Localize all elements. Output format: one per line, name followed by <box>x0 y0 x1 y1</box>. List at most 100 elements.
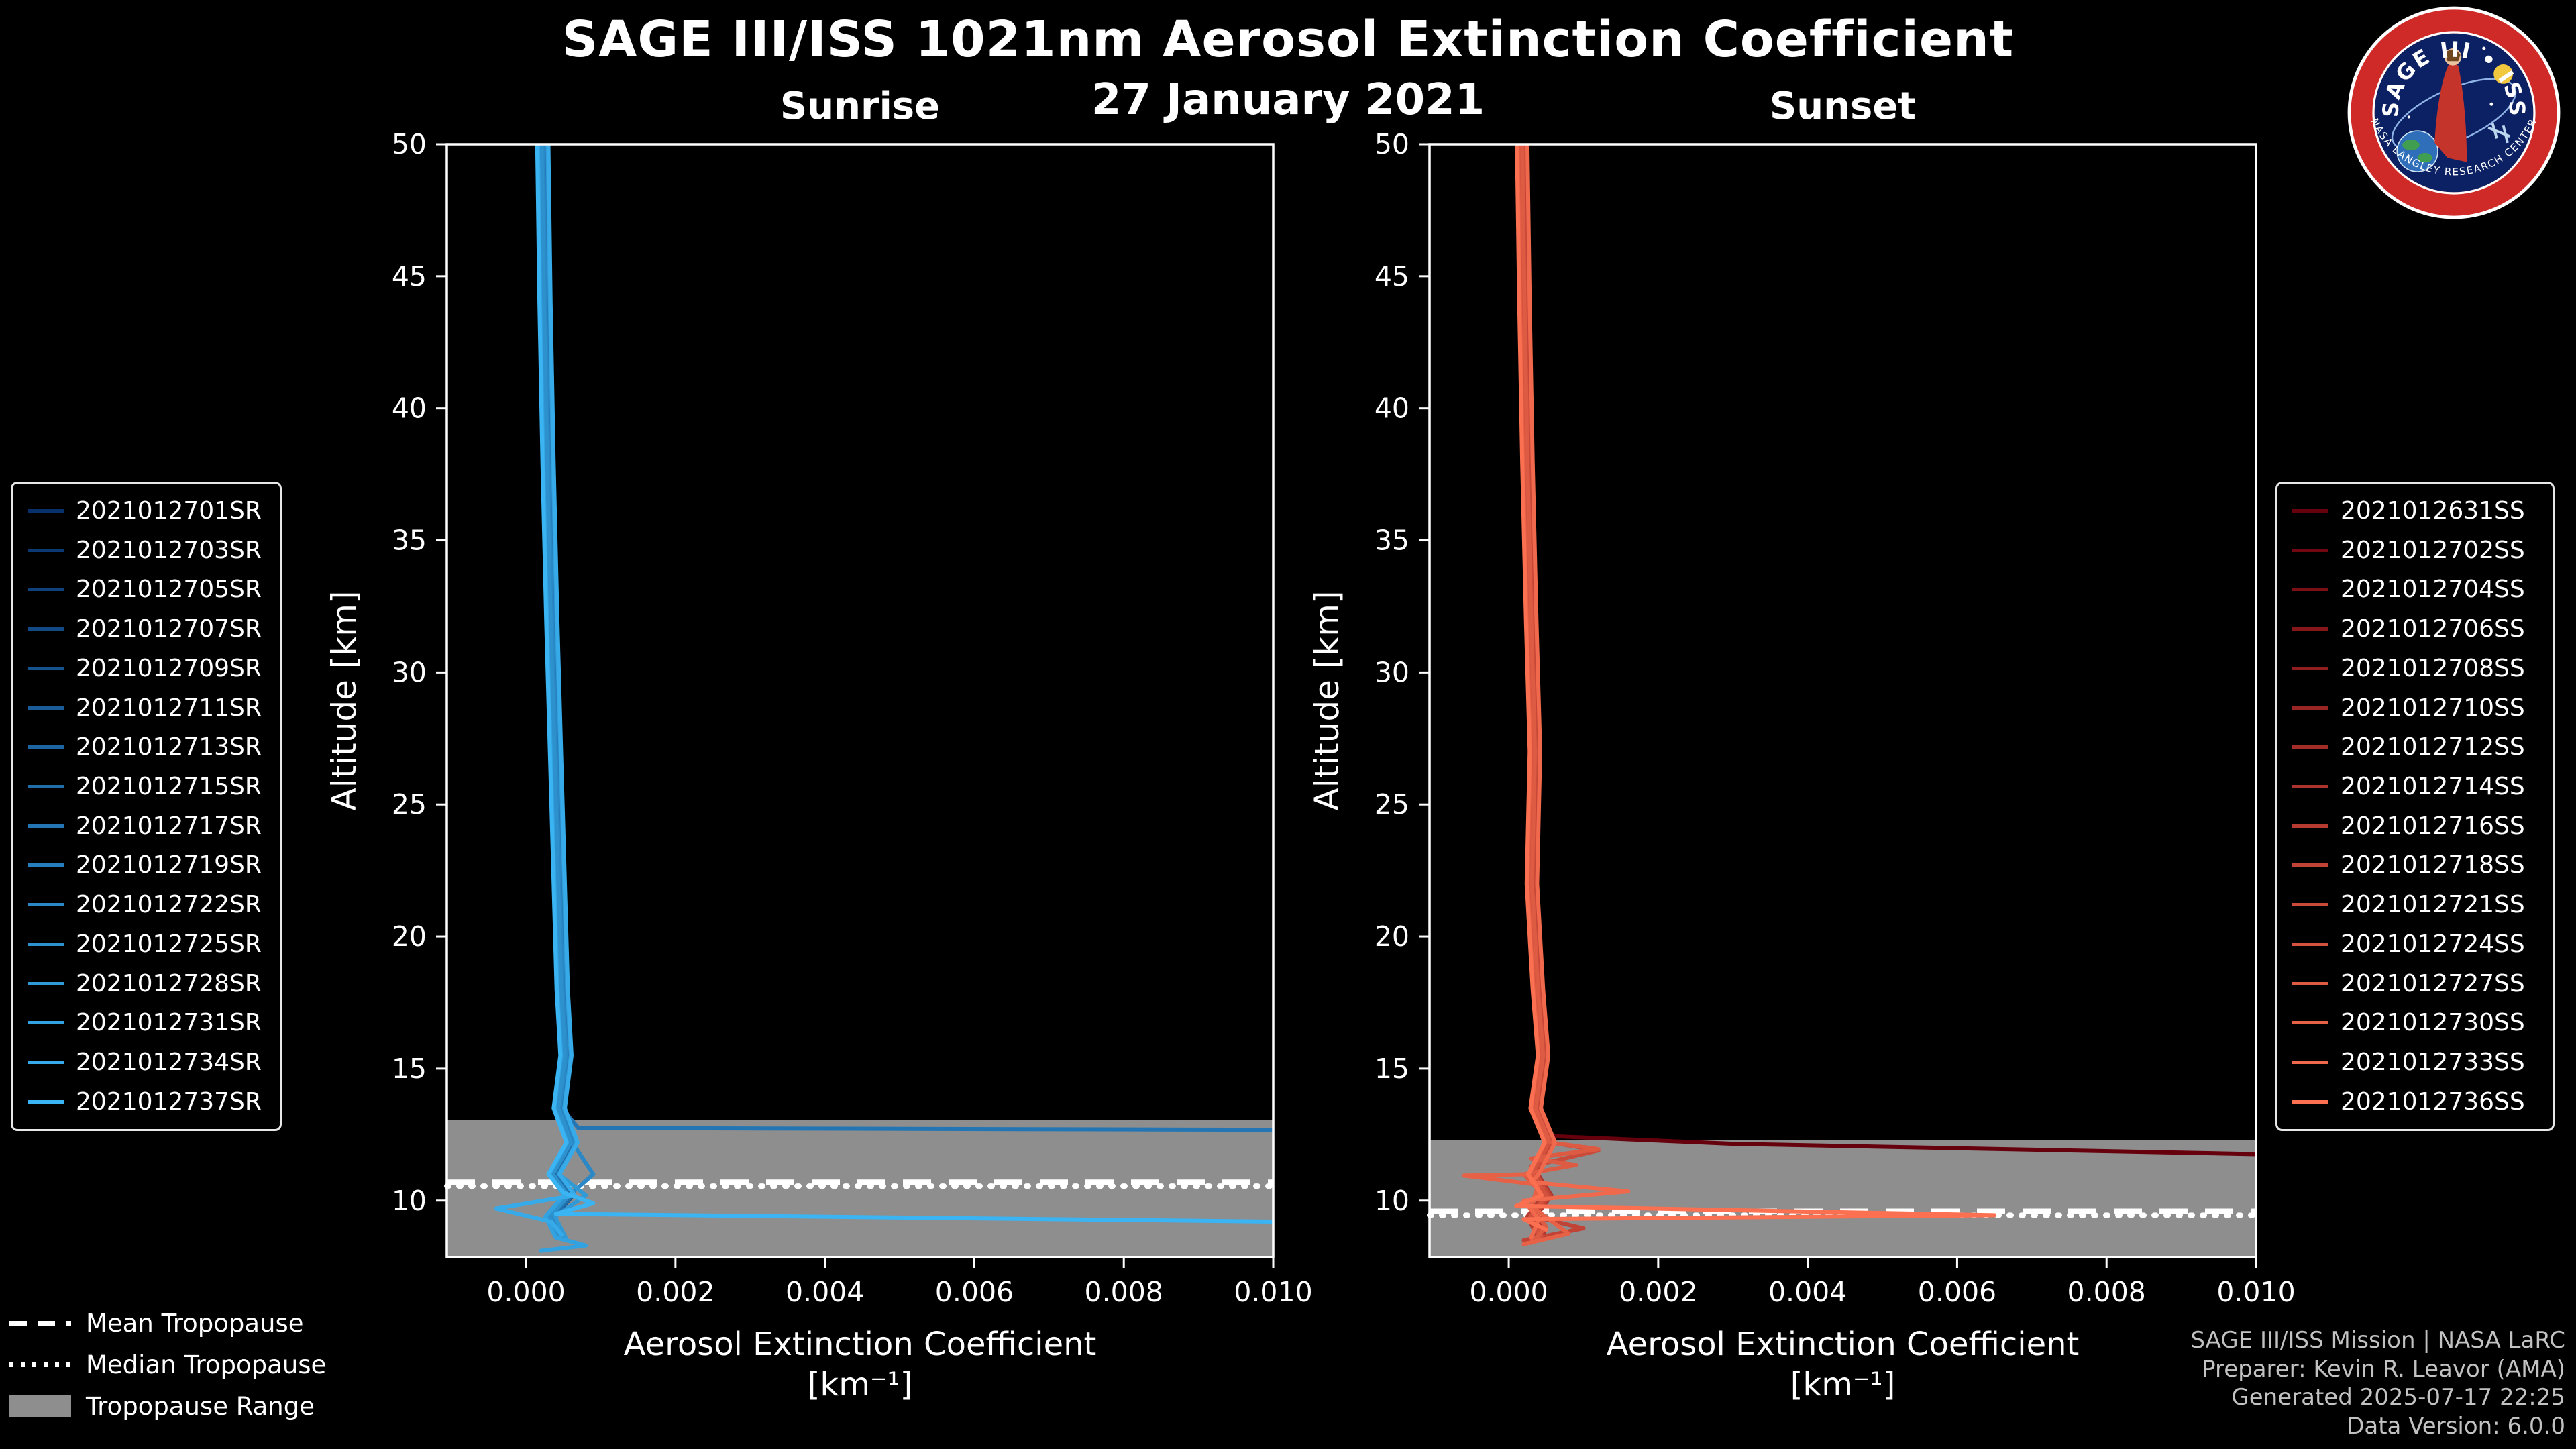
legend-item-label: 2021012709SR <box>76 654 262 682</box>
svg-text:0.004: 0.004 <box>786 1276 864 1308</box>
legend-item-label: 2021012704SS <box>2341 576 2525 604</box>
generated-timestamp: Generated 2025-07-17 22:25 <box>2231 1384 2565 1411</box>
sage-iii-iss-logo: SAGE III • ISS NASA LANGLEY RESEARCH CEN… <box>2347 6 2561 219</box>
legend-swatch <box>2292 1099 2328 1104</box>
svg-text:25: 25 <box>1375 788 1409 820</box>
legend-item: 2021012707SR <box>28 615 265 643</box>
legend-item: 2021012724SS <box>2292 930 2538 958</box>
legend-item: 2021012631SS <box>2292 497 2538 525</box>
svg-text:15: 15 <box>1375 1053 1409 1085</box>
svg-text:Altitude [km]: Altitude [km] <box>325 591 364 811</box>
legend-item: 2021012715SR <box>28 773 265 800</box>
legend-swatch <box>2292 1061 2328 1065</box>
legend-item: 2021012725SR <box>28 930 265 958</box>
legend-item: 2021012710SS <box>2292 694 2538 722</box>
legend-item: 2021012702SS <box>2292 537 2538 564</box>
axis-ticks <box>436 143 1275 1268</box>
profile-2021012718SS <box>1521 144 1586 1242</box>
sunset-chart: 10 15 20 25 30 35 40 45 50 0.000 0.002 0.004 0.006 0.… <box>1307 128 2296 1403</box>
page-date: 27 January 2021 <box>1091 75 1485 125</box>
legend-item-label: 2021012724SS <box>2341 930 2525 958</box>
legend-item: 2021012717SR <box>28 812 265 840</box>
logo-star-icon <box>2489 102 2493 106</box>
legend-item-label: 2021012706SS <box>2341 615 2525 643</box>
legend-swatch <box>28 903 64 907</box>
profile-2021012717SR <box>543 144 1273 1132</box>
legend-item: 2021012711SR <box>28 694 265 722</box>
preparer-credit: Preparer: Kevin R. Leavor (AMA) <box>2202 1355 2565 1383</box>
mean-tropopause-label: Mean Tropopause <box>86 1308 304 1338</box>
logo-figure <box>2434 48 2467 162</box>
svg-text:35: 35 <box>392 525 427 557</box>
svg-text:0.008: 0.008 <box>1085 1276 1163 1308</box>
legend-item-label: 2021012710SS <box>2341 694 2525 722</box>
legend-item-label: 2021012734SR <box>76 1049 262 1077</box>
legend-item: 2021012728SR <box>28 970 265 998</box>
legend-swatch <box>2292 548 2328 552</box>
legend-item-label: 2021012721SS <box>2341 891 2525 919</box>
profile-2021012737SR <box>535 144 1273 1224</box>
median-tropopause-legend-row: Median Tropopause <box>9 1348 326 1381</box>
legend-item: 2021012701SR <box>28 497 265 525</box>
svg-text:30: 30 <box>392 656 427 688</box>
svg-text:0.010: 0.010 <box>2216 1276 2295 1308</box>
legend-item-label: 2021012717SR <box>76 812 262 840</box>
logo-sun-icon <box>2493 64 2513 84</box>
sunset-event-legend: 2021012631SS 2021012702SS 2021012704SS 2021… <box>2275 482 2555 1131</box>
legend-item-label: 2021012707SR <box>76 615 262 643</box>
plot-border <box>445 143 1275 1258</box>
legend-item: 2021012706SS <box>2292 615 2538 643</box>
svg-text:0.006: 0.006 <box>1918 1276 1996 1308</box>
credits-block: SAGE III/ISS Mission | NASA LaRC Prepare… <box>2190 1326 2565 1441</box>
legend-item: 2021012705SR <box>28 576 265 603</box>
legend-item-label: 2021012715SR <box>76 773 262 801</box>
svg-text:40: 40 <box>392 392 427 425</box>
median-tropopause-swatch <box>9 1362 71 1367</box>
profile-2021012631SS <box>1520 144 2256 1157</box>
legend-item: 2021012703SR <box>28 537 265 564</box>
page-title: SAGE III/ISS 1021nm Aerosol Extinction C… <box>561 11 2015 68</box>
legend-swatch <box>2292 745 2328 749</box>
legend-swatch <box>28 1061 64 1065</box>
legend-swatch <box>2292 627 2328 631</box>
legend-item-label: 2021012728SR <box>76 969 262 998</box>
legend-swatch <box>2292 666 2328 670</box>
legend-swatch <box>2292 824 2328 828</box>
legend-item-label: 2021012727SS <box>2341 969 2525 998</box>
legend-item: 2021012712SS <box>2292 733 2538 761</box>
data-version: Data Version: 6.0.0 <box>2347 1413 2565 1440</box>
legend-item-label: 2021012712SS <box>2341 733 2525 761</box>
svg-text:50: 50 <box>392 128 427 160</box>
svg-text:30: 30 <box>1375 656 1409 688</box>
svg-text:0.004: 0.004 <box>1768 1276 1847 1308</box>
svg-text:40: 40 <box>1375 392 1409 425</box>
legend-swatch <box>28 706 64 710</box>
legend-item: 2021012716SS <box>2292 812 2538 840</box>
sunset-panel-title: Sunset <box>1769 85 1917 128</box>
legend-swatch <box>28 666 64 670</box>
legend-item: 2021012708SS <box>2292 655 2538 682</box>
svg-text:0.000: 0.000 <box>486 1276 565 1308</box>
profile-2021012734SR <box>494 144 580 1237</box>
legend-item-label: 2021012711SR <box>76 694 262 722</box>
legend-item: 2021012734SR <box>28 1049 265 1076</box>
legend-swatch <box>2292 785 2328 789</box>
tropopause-range-legend-row: Tropopause Range <box>9 1390 326 1422</box>
legend-swatch <box>2292 588 2328 592</box>
legend-item: 2021012722SR <box>28 891 265 918</box>
svg-text:10: 10 <box>392 1185 427 1217</box>
svg-text:25: 25 <box>392 788 427 820</box>
svg-text:45: 45 <box>392 260 427 292</box>
legend-item: 2021012736SS <box>2292 1088 2538 1116</box>
profile-lines <box>1462 144 2256 1246</box>
svg-text:[km⁻¹]: [km⁻¹] <box>1790 1366 1896 1403</box>
svg-text:50: 50 <box>1375 128 1409 160</box>
mean-tropopause-swatch <box>9 1320 71 1326</box>
svg-text:0.006: 0.006 <box>935 1276 1014 1308</box>
legend-item-label: 2021012702SS <box>2341 536 2525 564</box>
legend-swatch <box>28 785 64 789</box>
svg-text:0.002: 0.002 <box>636 1276 714 1308</box>
legend-swatch <box>28 1021 64 1025</box>
legend-item-label: 2021012737SR <box>76 1087 262 1116</box>
legend-swatch <box>28 745 64 749</box>
